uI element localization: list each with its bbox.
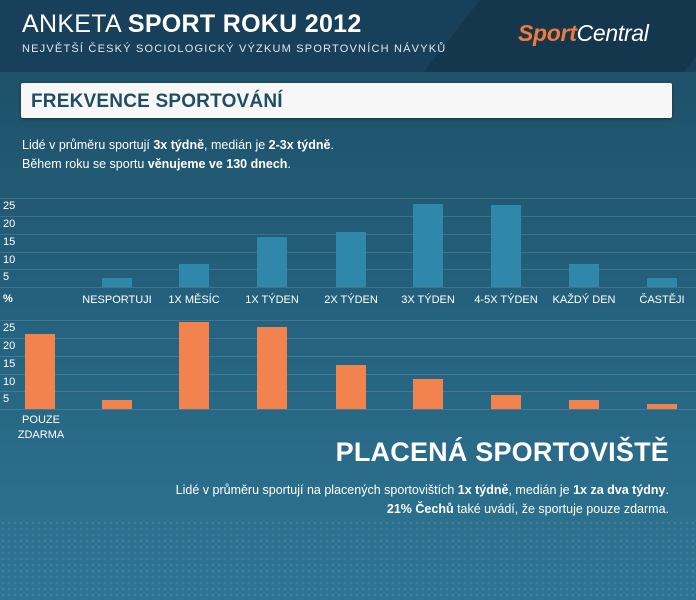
paid-l2-b: také uvádí, že sportuje pouze zdarma.	[453, 502, 669, 516]
intro-text: Lidé v průměru sportují 3x týdně, medián…	[22, 136, 334, 174]
intro-l1-d: 2-3x týdně	[268, 138, 331, 152]
y-tick-top-5: 5	[3, 271, 10, 284]
section-title: FREKVENCE SPORTOVÁNÍ	[31, 91, 283, 112]
logo-part1: Sport	[518, 20, 577, 46]
intro-l1-e: .	[330, 138, 334, 152]
paid-line-1: Lidé v průměru sportují na placených spo…	[176, 481, 669, 500]
bar-paid-5	[336, 364, 366, 409]
category-label: 2X TÝDEN	[324, 294, 378, 306]
intro-l1-a: Lidé v průměru sportují	[22, 138, 154, 152]
bar-frequency-4	[336, 231, 366, 287]
y-tick-bottom-10: 10	[3, 375, 16, 388]
y-tick-top-10: 10	[3, 253, 16, 266]
paid-l1-d: 1x za dva týdny	[573, 483, 666, 497]
gridline-top-25	[0, 198, 696, 200]
bar-frequency-3	[257, 237, 287, 287]
bar-frequency-5	[413, 203, 443, 287]
bar-paid-6	[413, 378, 443, 409]
title-bold: SPORT ROKU 2012	[127, 10, 362, 38]
page-title: ANKETA SPORT ROKU 2012	[22, 10, 362, 39]
paid-l1-c: , medián je	[508, 483, 574, 497]
bar-frequency-7	[569, 263, 599, 287]
bar-paid-4	[257, 327, 287, 409]
category-label-pouze-zdarma: POUZE ZDARMA	[17, 414, 65, 441]
title-regular: ANKETA	[22, 10, 128, 38]
paid-section-title: PLACENÁ SPORTOVIŠTĚ	[335, 437, 669, 467]
paid-l2-a: 21% Čechů	[386, 502, 454, 516]
intro-l2-b: věnujeme ve 130 dnech	[147, 157, 288, 171]
intro-l2-c: .	[287, 157, 291, 171]
section-title-bar: FREKVENCE SPORTOVÁNÍ	[21, 83, 672, 118]
gridline-bottom-25	[0, 320, 696, 322]
gridline-bottom-15	[0, 355, 696, 357]
gridline-bottom-20	[0, 338, 696, 339]
intro-l1-c: , medián je	[204, 138, 269, 152]
y-tick-bottom-20: 20	[3, 340, 16, 352]
paid-section-text: Lidé v průměru sportují na placených spo…	[176, 481, 669, 519]
gridline-top-base	[0, 287, 696, 288]
gridline-bottom-base	[0, 409, 696, 410]
bar-frequency-8	[647, 278, 677, 287]
page-subtitle: NEJVĚTŠÍ ČESKÝ SOCIOLOGICKÝ VÝZKUM SPORT…	[22, 43, 447, 55]
bar-paid-2	[102, 400, 132, 409]
category-label: 4-5X TÝDEN	[474, 294, 538, 306]
bar-frequency-2	[179, 263, 209, 287]
paid-l1-b: 1x týdně	[457, 483, 509, 497]
category-label: 1X TÝDEN	[245, 294, 299, 306]
gridline-top-20	[0, 216, 696, 217]
bar-paid-7	[491, 394, 521, 409]
bar-paid-1	[25, 334, 55, 409]
bar-paid-3	[179, 322, 209, 409]
category-label: KAŽDÝ DEN	[552, 294, 616, 306]
paid-l1-a: Lidé v průměru sportují na placených spo…	[175, 483, 458, 497]
y-tick-bottom-15: 15	[3, 357, 16, 370]
intro-l2-a: Během roku se sportu	[22, 157, 148, 171]
paid-l1-e: .	[665, 483, 669, 497]
logo-part2: Central	[576, 20, 649, 46]
category-label: NESPORTUJI	[82, 294, 152, 306]
y-tick-bottom-5: 5	[3, 393, 10, 406]
paid-line-2: 21% Čechů také uvádí, že sportuje pouze …	[176, 500, 669, 519]
intro-line-1: Lidé v průměru sportují 3x týdně, medián…	[22, 136, 334, 155]
category-label: 3X TÝDEN	[401, 294, 455, 306]
category-label: 1X MĚSÍC	[168, 294, 220, 306]
header-banner: ANKETA SPORT ROKU 2012 NEJVĚTŠÍ ČESKÝ SO…	[0, 0, 696, 72]
y-tick-top-15: 15	[3, 235, 16, 248]
dotted-texture	[0, 520, 696, 600]
bar-paid-9	[647, 403, 677, 409]
y-tick-top-20: 20	[3, 218, 16, 230]
y-tick-bottom-25: 25	[3, 322, 16, 335]
category-label: ČASTĚJI	[639, 294, 685, 306]
intro-l1-b: 3x týdně	[153, 138, 205, 152]
y-tick-top-25: 25	[3, 200, 16, 213]
y-axis-unit: %	[3, 293, 13, 305]
bar-frequency-6	[491, 205, 521, 287]
sportcentral-logo: SportCentral	[518, 20, 649, 47]
bar-frequency-1	[102, 278, 132, 287]
bar-paid-8	[569, 400, 599, 409]
intro-line-2: Během roku se sportu věnujeme ve 130 dne…	[22, 155, 334, 174]
